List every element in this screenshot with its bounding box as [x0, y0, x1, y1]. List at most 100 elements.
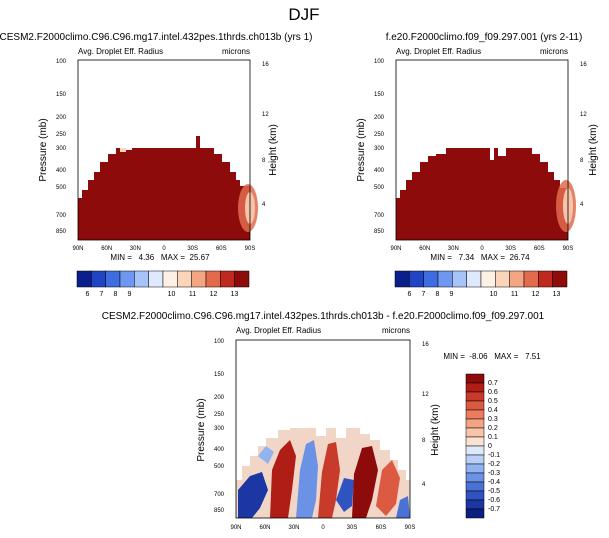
colorbar-label: 8	[436, 291, 440, 298]
colorbar-cell	[423, 270, 439, 288]
colorbar-cell	[91, 270, 106, 288]
colorbar-label: 10	[490, 291, 498, 298]
y-axis-label: Pressure (mb)	[196, 398, 207, 461]
y2-tick-label: 8	[262, 158, 266, 164]
colorbar-label: -0.2	[488, 461, 500, 468]
panel-subtitle-variable: Avg. Droplet Eff. Radius	[236, 326, 321, 335]
panel-title: CESM2.F2000climo.C96.C96.mg17.intel.432p…	[102, 311, 545, 322]
colorbar-label: 0	[488, 443, 492, 450]
diff-field-positive-region	[318, 442, 340, 518]
colorbar-cell	[465, 427, 485, 438]
colorbar-cell	[76, 270, 92, 288]
colorbar-label: 9	[450, 291, 454, 298]
y-tick-label: 200	[214, 395, 225, 401]
y2-axis-label: Height (km)	[588, 124, 599, 176]
colorbar-label: 8	[114, 291, 118, 298]
y-tick-label: 150	[374, 92, 385, 98]
x-tick-label: 0	[321, 525, 325, 531]
y2-ticks: 16 12 8 4	[422, 342, 429, 488]
colorbar-label: -0.5	[488, 488, 500, 495]
diff-field-positive-region	[352, 446, 378, 518]
y2-tick-label: 4	[262, 202, 266, 208]
colorbar-cell	[220, 270, 235, 288]
x-tick-label: 0	[480, 246, 484, 252]
colorbar: 6 7 8 9 10 11 12 13	[76, 270, 250, 298]
x-tick-label: 90S	[405, 525, 416, 531]
x-ticks: 90N 60N 30N 0 30S 60S 90S	[72, 246, 255, 252]
cloud-field-shape	[78, 136, 250, 240]
colorbar: 6 7 8 9 10 11 12 13	[394, 270, 568, 298]
diff-field-negative-region	[296, 440, 318, 518]
colorbar-cell	[162, 270, 178, 288]
y-axis-label: Pressure (mb)	[356, 118, 367, 181]
colorbar-cell	[134, 270, 149, 288]
colorbar-label: 11	[189, 291, 196, 298]
plot-field	[235, 339, 411, 519]
colorbar-label: 0.6	[488, 389, 498, 396]
diff-field-positive-region	[270, 440, 296, 518]
y2-ticks: 16 12 8 4	[580, 62, 587, 208]
y-tick-label: 850	[56, 229, 67, 235]
colorbar-cell	[465, 463, 485, 474]
y-axis-label: Pressure (mb)	[38, 118, 49, 181]
y-tick-label: 100	[374, 59, 385, 65]
x-ticks: 90N 60N 30N 0 30S 60S 90S	[390, 246, 573, 252]
x-tick-label: 60N	[419, 246, 430, 252]
colorbar-cell	[465, 490, 485, 501]
colorbar-cell	[480, 270, 496, 288]
colorbar-label: 0.7	[488, 380, 498, 387]
x-tick-label: 30S	[347, 525, 358, 531]
x-tick-label: 90N	[230, 525, 241, 531]
colorbar-cell	[465, 445, 485, 456]
colorbar-cell	[465, 454, 485, 465]
colorbar-cell	[437, 270, 453, 288]
colorbar-label: 11	[511, 291, 518, 298]
y2-tick-label: 12	[262, 112, 269, 118]
y-tick-label: 300	[56, 146, 67, 152]
colorbar-cell	[465, 481, 485, 492]
x-tick-label: 60S	[534, 246, 545, 252]
colorbar-label: 0.4	[488, 407, 498, 414]
plot-frame	[395, 59, 569, 241]
colorbar-label: 0.5	[488, 398, 498, 405]
x-tick-label: 30S	[187, 246, 198, 252]
panel-subtitle-variable: Avg. Droplet Eff. Radius	[396, 47, 481, 56]
cloud-field-speck	[120, 148, 126, 152]
diff-field-negative-region	[396, 496, 410, 518]
panel-subtitle-units: microns	[222, 47, 250, 56]
colorbar-cell	[465, 508, 485, 519]
colorbar-label: 13	[553, 291, 561, 298]
x-tick-label: 0	[162, 246, 166, 252]
y-tick-label: 400	[56, 168, 67, 174]
colorbar-vertical: 0.7 0.6 0.5 0.4 0.3 0.2 0.1 0 -0.1 -0.2 …	[465, 373, 500, 519]
colorbar-cell	[552, 270, 568, 288]
y2-tick-label: 4	[422, 482, 426, 488]
y2-tick-label: 16	[262, 62, 269, 68]
y2-axis-label: Height (km)	[268, 124, 279, 176]
panel-title: CESM2.F2000climo.C96.C96.mg17.intel.432p…	[0, 32, 312, 43]
x-tick-label: 30N	[288, 525, 299, 531]
diff-field-negative-region	[258, 446, 274, 464]
diff-field-positive-region	[376, 460, 400, 516]
colorbar-cell	[495, 270, 510, 288]
colorbar-cell	[119, 270, 135, 288]
panel-title: f.e20.F2000climo.f09_f09.297.001 (yrs 2-…	[386, 32, 583, 43]
colorbar-label: 7	[100, 291, 104, 298]
colorbar-label: 0.2	[488, 425, 498, 432]
panel-test-case: CESM2.F2000climo.C96.C96.mg17.intel.432p…	[0, 32, 312, 298]
colorbar-cell	[205, 270, 221, 288]
x-tick-label: 60N	[259, 525, 270, 531]
y-tick-label: 700	[56, 213, 67, 219]
y-tick-label: 400	[214, 447, 225, 453]
colorbar-label: -0.6	[488, 497, 500, 504]
diff-field-negative-region	[336, 478, 354, 512]
min-max-stats: MIN = -8.06 MAX = 7.51	[443, 352, 541, 361]
y2-tick-label: 8	[580, 158, 584, 164]
colorbar-label: 10	[168, 291, 176, 298]
colorbar-cell	[538, 270, 553, 288]
y2-tick-label: 8	[422, 438, 426, 444]
x-ticks: 90N 60N 30N 0 30S 60S 90S	[230, 525, 415, 531]
y-ticks: 100 150 200 250 300 400 500 700 850	[374, 59, 385, 235]
colorbar-label: -0.7	[488, 506, 500, 513]
